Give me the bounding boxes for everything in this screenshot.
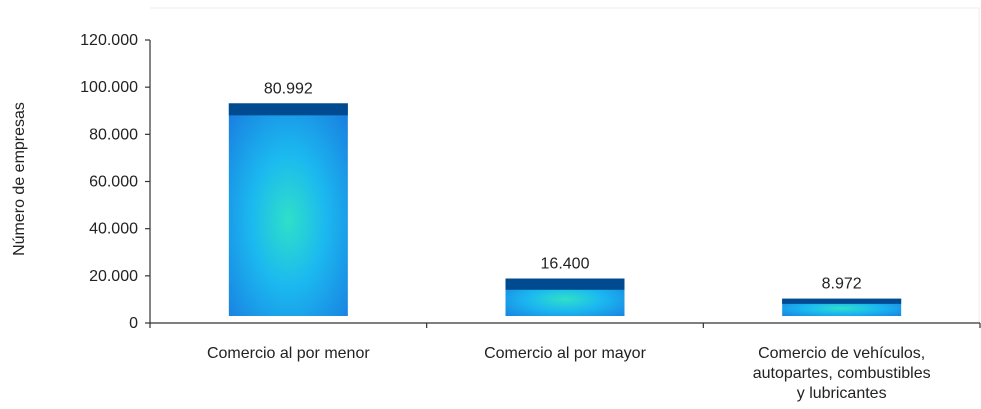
bar-cap xyxy=(505,278,625,290)
y-tick-label: 120.000 xyxy=(80,32,138,49)
y-tick-label: 60.000 xyxy=(89,174,138,191)
plot-area xyxy=(150,7,980,323)
bar-3 xyxy=(782,298,902,316)
bar-body xyxy=(228,103,348,316)
bar-1 xyxy=(228,103,348,316)
y-tick-label: 20.000 xyxy=(89,268,138,285)
bars-group xyxy=(228,103,902,316)
data-label: 8.972 xyxy=(822,276,862,293)
y-tick-label: 80.000 xyxy=(89,126,138,143)
data-label: 16.400 xyxy=(541,256,590,273)
bar-2 xyxy=(505,278,625,316)
x-category-label: Comercio al por mayor xyxy=(484,345,647,362)
y-tick-label: 40.000 xyxy=(89,221,138,238)
y-tick-label: 0 xyxy=(129,315,138,332)
x-category-label: Comercio de vehículos, autopartes, combus… xyxy=(753,345,931,402)
labels-group: 80.992 16.400 8.972 0 20.000 40.000 60.000 80.0… xyxy=(80,32,930,402)
bar-cap xyxy=(228,103,348,116)
y-axis-title: Número de empresas xyxy=(11,102,28,256)
data-label: 80.992 xyxy=(264,80,313,97)
bar-cap xyxy=(782,298,902,304)
axes-group xyxy=(145,39,981,328)
x-category-label: Comercio al por menor xyxy=(207,345,370,362)
y-tick-label: 100.000 xyxy=(80,79,138,96)
